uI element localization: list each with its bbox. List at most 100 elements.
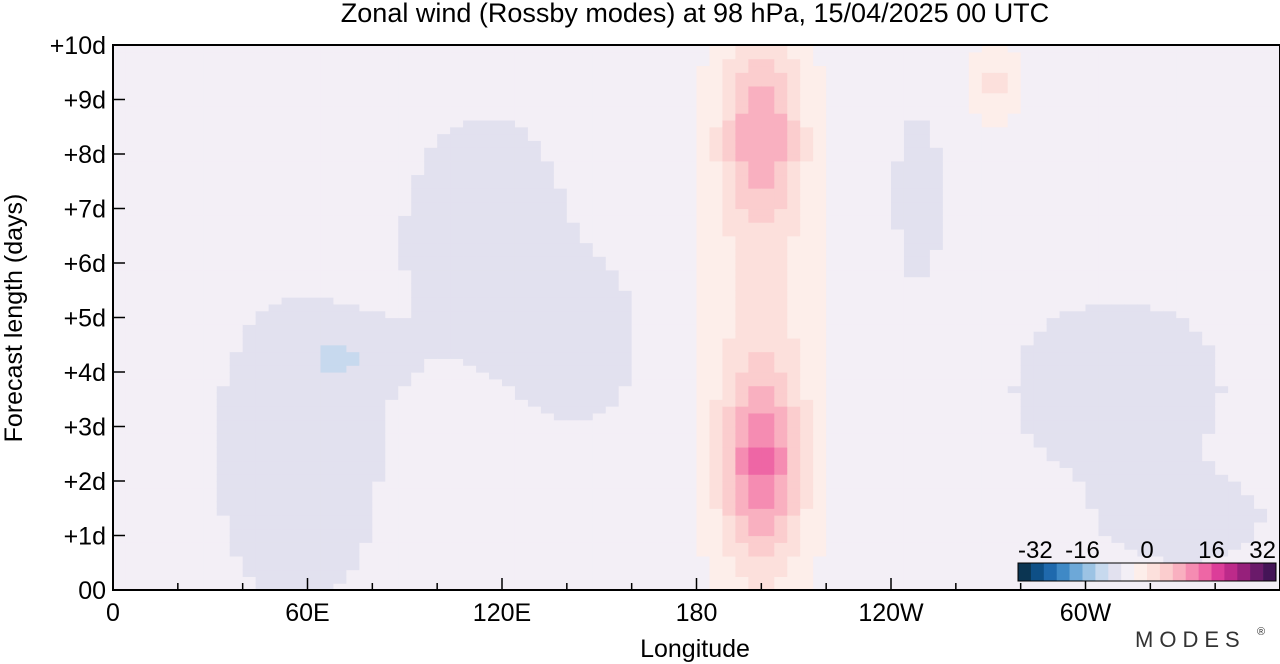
field-cell	[514, 222, 529, 230]
field-cell	[138, 201, 153, 210]
field-cell	[878, 283, 892, 291]
field-cell	[450, 358, 464, 366]
field-cell	[255, 188, 270, 196]
field-cell	[125, 51, 140, 60]
field-cell	[852, 419, 866, 428]
field-cell	[164, 263, 179, 271]
field-cell	[463, 283, 477, 291]
field-cell	[579, 263, 594, 271]
field-cell	[450, 174, 464, 182]
field-cell	[476, 276, 490, 285]
field-cell	[800, 290, 814, 298]
field-cell	[592, 106, 607, 114]
field-cell	[476, 337, 490, 346]
field-cell	[190, 256, 205, 264]
field-cell	[229, 51, 244, 60]
field-cell	[540, 419, 555, 428]
field-cell	[787, 215, 801, 223]
field-cell	[696, 113, 711, 121]
field-cell	[826, 263, 840, 271]
field-cell	[450, 160, 464, 169]
field-cell	[138, 358, 153, 366]
field-cell	[229, 147, 244, 155]
field-cell	[151, 453, 166, 462]
field-cell	[138, 337, 153, 346]
field-cell	[476, 249, 490, 257]
field-cell	[424, 113, 438, 121]
field-cell	[903, 222, 918, 230]
field-cell	[151, 576, 166, 584]
field-cell	[229, 283, 244, 291]
field-cell	[527, 160, 542, 169]
field-cell	[294, 276, 309, 285]
field-cell	[878, 412, 892, 421]
field-cell	[281, 283, 296, 291]
field-cell	[138, 406, 153, 414]
field-cell	[670, 167, 685, 176]
field-cell	[359, 542, 373, 550]
field-cell	[113, 467, 127, 475]
field-cell	[216, 201, 231, 210]
field-cell	[307, 372, 322, 380]
field-cell	[294, 337, 309, 346]
field-cell	[333, 399, 347, 407]
field-cell	[294, 576, 309, 584]
field-cell	[437, 140, 451, 148]
field-cell	[618, 344, 633, 353]
field-cell	[489, 576, 503, 584]
field-cell	[177, 378, 192, 387]
field-cell	[592, 324, 607, 332]
field-cell	[372, 119, 386, 128]
field-cell	[696, 337, 711, 346]
field-cell	[463, 399, 477, 407]
field-cell	[151, 317, 166, 325]
field-cell	[826, 79, 840, 87]
field-cell	[903, 412, 918, 421]
field-cell	[229, 79, 244, 87]
field-cell	[151, 501, 166, 509]
field-cell	[138, 65, 153, 73]
field-cell	[385, 385, 399, 394]
field-cell	[476, 119, 490, 128]
field-cell	[242, 160, 257, 169]
field-cell	[683, 181, 698, 189]
field-cell	[489, 119, 503, 128]
field-cell	[164, 222, 179, 230]
field-cell	[839, 160, 853, 169]
field-cell	[774, 242, 788, 250]
field-cell	[138, 290, 153, 298]
field-cell	[255, 228, 270, 237]
field-cell	[800, 99, 814, 107]
field-cell	[138, 378, 153, 387]
field-cell	[359, 276, 373, 285]
field-cell	[372, 331, 386, 339]
field-cell	[553, 72, 568, 80]
field-cell	[463, 392, 477, 400]
field-cell	[631, 235, 646, 244]
field-cell	[748, 215, 762, 223]
field-cell	[852, 528, 866, 537]
field-cell	[281, 378, 296, 387]
field-cell	[502, 406, 516, 414]
field-cell	[618, 215, 633, 223]
field-cell	[307, 481, 322, 489]
field-cell	[553, 481, 568, 489]
field-cell	[255, 378, 270, 387]
field-cell	[255, 194, 270, 203]
field-cell	[242, 515, 257, 523]
field-cell	[540, 113, 555, 121]
field-cell	[722, 358, 736, 366]
field-cell	[800, 269, 814, 278]
field-cell	[125, 453, 140, 462]
field-cell	[553, 133, 568, 141]
field-cell	[891, 79, 905, 87]
field-cell	[514, 208, 529, 216]
field-cell	[709, 467, 724, 475]
field-cell	[903, 535, 918, 543]
field-cell	[346, 542, 360, 550]
field-cell	[398, 154, 412, 162]
field-cell	[476, 222, 490, 230]
field-cell	[813, 65, 827, 73]
field-cell	[268, 337, 283, 346]
field-cell	[307, 555, 322, 564]
